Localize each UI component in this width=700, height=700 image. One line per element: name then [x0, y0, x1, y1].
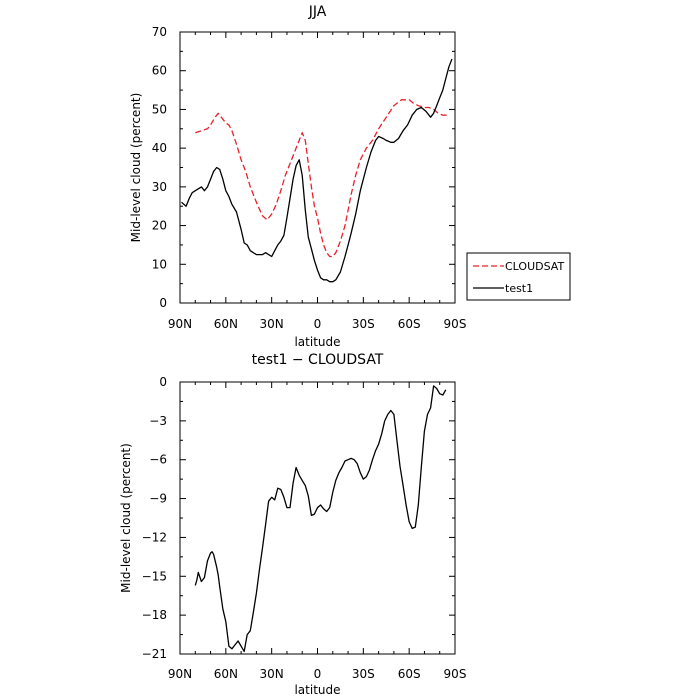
y-tick-label: 70: [152, 25, 167, 39]
series-line-test1: [181, 58, 453, 283]
y-tick-label: 0: [159, 296, 167, 310]
x-tick-label: 90S: [444, 667, 467, 681]
y-tick-label: −9: [149, 492, 167, 506]
x-tick-label: 90S: [444, 317, 467, 331]
chart-title: test1 − CLOUDSAT: [252, 352, 384, 368]
chart-title: JJA: [308, 4, 327, 20]
y-tick-label: 40: [152, 141, 167, 155]
y-tick-label: 50: [152, 102, 167, 116]
legend-label-test1: test1: [505, 282, 533, 295]
y-tick-label: −12: [142, 530, 167, 544]
x-tick-label: 30N: [260, 667, 284, 681]
x-tick-label: 60N: [214, 317, 238, 331]
x-tick-label: 0: [314, 667, 322, 681]
series-line-cloudsat: [195, 99, 448, 258]
y-axis-label: Mid-level cloud (percent): [129, 93, 143, 243]
y-tick-label: −3: [149, 414, 167, 428]
y-tick-label: 10: [152, 257, 167, 271]
x-tick-label: 60N: [214, 667, 238, 681]
x-tick-label: 60S: [398, 667, 421, 681]
x-axis-label: latitude: [294, 335, 340, 349]
y-tick-label: −6: [149, 453, 167, 467]
y-tick-label: 20: [152, 219, 167, 233]
x-tick-label: 90N: [168, 667, 192, 681]
x-axis-label: latitude: [294, 683, 340, 697]
y-tick-label: −18: [142, 608, 167, 622]
legend-box: [466, 252, 571, 301]
legend-label-cloudsat: CLOUDSAT: [505, 260, 564, 273]
x-tick-label: 30N: [260, 317, 284, 331]
y-axis-label: Mid-level cloud (percent): [119, 443, 133, 593]
top-plot: JJA 90N 60N 30N 0 30S 60S 90S 0 10 20 30 40 50 60 70 lat…: [129, 4, 466, 349]
y-tick-label: 0: [159, 375, 167, 389]
plot-frame: [179, 31, 456, 304]
series-line-0: [194, 385, 447, 653]
y-tick-label: 30: [152, 180, 167, 194]
y-tick-label: 60: [152, 64, 167, 78]
x-tick-label: 30S: [352, 667, 375, 681]
x-tick-label: 0: [314, 317, 322, 331]
plot-frame: [179, 381, 456, 655]
bottom-plot: test1 − CLOUDSAT 90N 60N 30N 0 30S 60S 90S 0 −3 −6…: [119, 352, 466, 697]
x-tick-label: 90N: [168, 317, 192, 331]
y-tick-label: −21: [142, 647, 167, 661]
y-tick-label: −15: [142, 569, 167, 583]
x-tick-label: 60S: [398, 317, 421, 331]
x-tick-label: 30S: [352, 317, 375, 331]
legend: CLOUDSAT test1: [466, 252, 571, 301]
